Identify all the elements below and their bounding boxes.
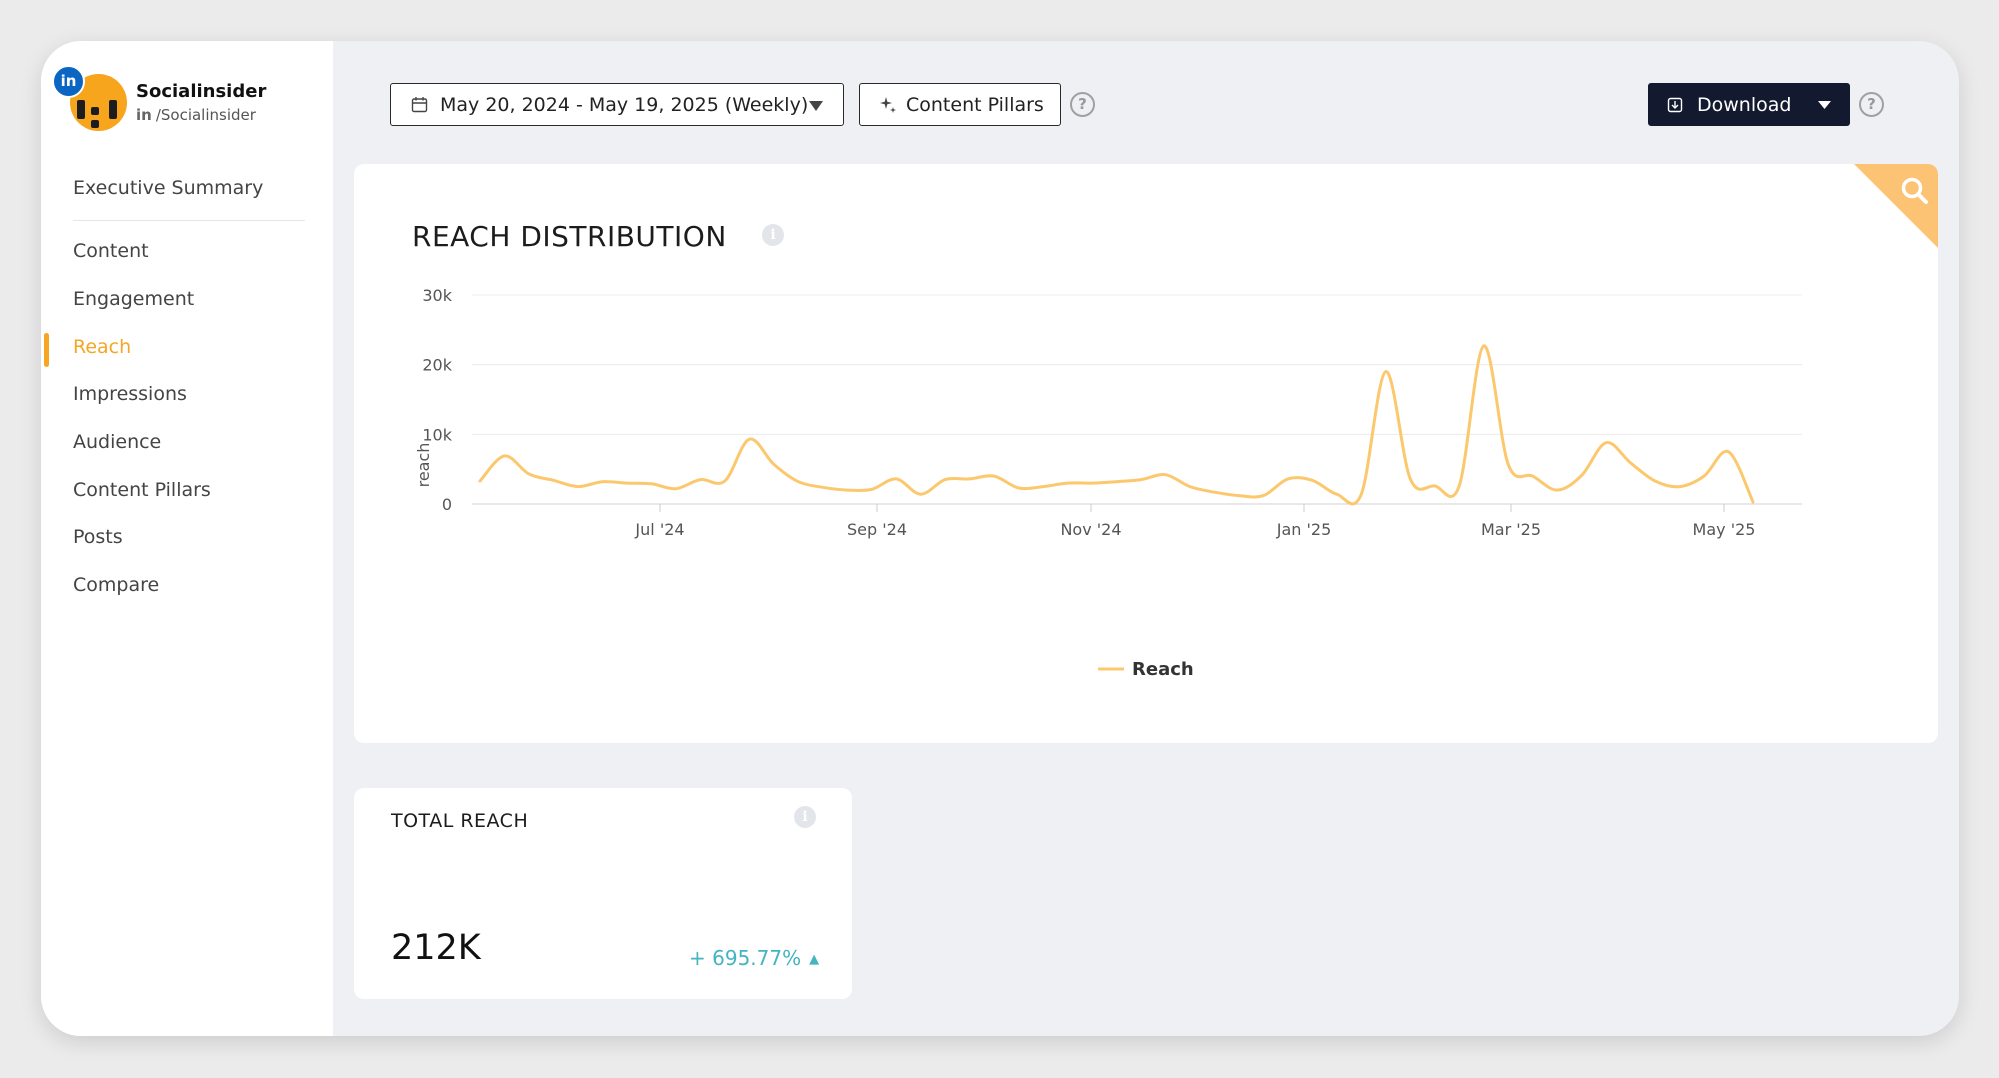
date-range-select[interactable]: May 20, 2024 - May 19, 2025 (Weekly) [390,83,844,126]
change-percent: + 695.77% [689,946,802,970]
profile-handle-text: /Socialinsider [155,106,256,124]
active-indicator [44,333,49,367]
download-icon [1667,97,1683,112]
download-help-icon[interactable]: ? [1859,92,1884,117]
magnifier-icon[interactable] [1900,176,1930,206]
content-pillars-button[interactable]: Content Pillars [859,83,1061,126]
y-tick-label: 0 [442,495,452,514]
profile-handle: in/Socialinsider [136,106,256,124]
y-axis-label: reach [414,443,433,488]
x-tick-label: Mar '25 [1481,520,1541,539]
y-tick-label: 30k [422,286,452,305]
chevron-down-icon [809,101,823,111]
download-button[interactable]: Download [1648,83,1850,126]
x-tick-label: Nov '24 [1060,520,1121,539]
x-tick-label: Jul '24 [634,520,684,539]
reach-line-chart: 0 10k 20k 30k Jul '24 Sep '24 Nov '24 Jan '25 M… [414,286,1802,680]
reach-distribution-card: REACH DISTRIBUTION i 0 10k 20k 30k Jul '24 S… [354,164,1938,743]
chart-title: REACH DISTRIBUTION [412,220,727,253]
sidebar-divider [73,220,305,221]
trend-up-icon: ▲ [809,952,820,967]
profile-name: Socialinsider [136,81,267,102]
sidebar-item-posts[interactable]: Posts [73,526,123,548]
calendar-icon [411,97,428,113]
sidebar-item-content[interactable]: Content [73,240,149,262]
linkedin-icon: in [52,65,85,98]
sidebar-item-audience[interactable]: Audience [73,431,162,453]
help-icon[interactable]: ? [1070,92,1095,117]
caret-down-icon [1817,100,1831,109]
download-options-toggle[interactable] [1799,84,1849,125]
chart-legend[interactable]: Reach [1098,659,1194,680]
total-reach-card: TOTAL REACH i 212K + 695.77% ▲ [354,788,852,999]
x-tick-label: Sep '24 [847,520,907,539]
x-tick-label: Jan '25 [1276,520,1332,539]
legend-label-reach: Reach [1132,659,1194,680]
sidebar-item-compare[interactable]: Compare [73,574,160,596]
download-label: Download [1697,93,1792,116]
info-icon[interactable]: i [762,224,784,246]
sidebar-item-engagement[interactable]: Engagement [73,288,195,310]
x-tick-label: May '25 [1693,520,1756,539]
date-range-label: May 20, 2024 - May 19, 2025 (Weekly) [440,93,809,116]
sidebar-item-impressions[interactable]: Impressions [73,383,187,405]
sidebar-item-content-pillars[interactable]: Content Pillars [73,479,211,501]
content-pillars-label: Content Pillars [906,93,1044,116]
total-reach-title: TOTAL REACH [391,810,529,832]
sidebar-item-executive-summary[interactable]: Executive Summary [73,177,264,199]
linkedin-mini-icon: in [136,106,152,124]
total-reach-change: + 695.77% ▲ [689,946,819,970]
sparkle-icon [880,96,896,113]
y-tick-label: 20k [422,356,452,375]
series-line-reach [478,344,1755,506]
sidebar-item-reach[interactable]: Reach [73,336,132,358]
app-window: in Socialinsider in/Socialinsider Execut… [41,41,1959,1036]
sidebar: in Socialinsider in/Socialinsider Execut… [41,41,333,1036]
card-corner-flag [1854,164,1938,248]
total-reach-value: 212K [391,928,481,968]
y-tick-label: 10k [422,425,452,444]
total-reach-info-icon[interactable]: i [794,806,816,828]
